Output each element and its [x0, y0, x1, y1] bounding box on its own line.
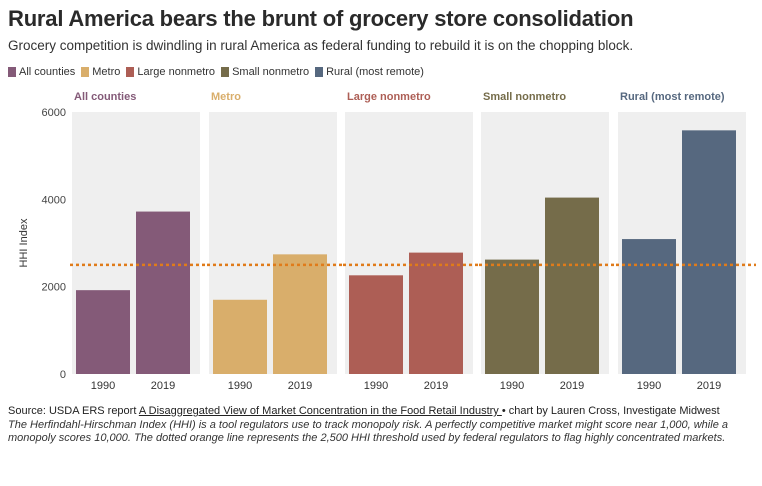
chart-footer: Source: USDA ERS report A Disaggregated … [8, 405, 758, 446]
y-tick-label: 6000 [42, 107, 66, 119]
chart-area: HHI Index 0 2000 4000 6000 All counties 1990 20… [18, 91, 756, 392]
x-tick-label: 1990 [228, 380, 252, 392]
panel-title: All counties [74, 91, 136, 103]
bar [213, 299, 267, 374]
x-tick-label: 2019 [697, 380, 721, 392]
x-tick-label: 1990 [500, 380, 524, 392]
legend-label: All counties [19, 66, 76, 78]
panel-title: Large nonmetro [347, 91, 431, 103]
bar [545, 197, 599, 374]
legend-item-small-nonmetro: Small nonmetro [221, 66, 309, 78]
bar [273, 254, 327, 374]
chart-subtitle: Grocery competition is dwindling in rura… [8, 38, 634, 53]
panel-title: Metro [211, 91, 241, 103]
y-axis-label: HHI Index [18, 218, 30, 267]
legend-label: Metro [92, 66, 121, 78]
x-tick-label: 1990 [637, 380, 661, 392]
legend-swatch [221, 67, 230, 77]
chart-title: Rural America bears the brunt of grocery… [8, 6, 634, 31]
x-tick-label: 1990 [364, 380, 388, 392]
source-prefix: Source: USDA ERS report [8, 405, 139, 417]
x-tick-label: 2019 [288, 380, 312, 392]
x-tick-label: 2019 [151, 380, 175, 392]
x-tick-label: 1990 [91, 380, 115, 392]
legend-swatch [126, 67, 135, 77]
source-credit: • chart by Lauren Cross, Investigate Mid… [501, 405, 720, 417]
legend-item-all-counties: All counties [8, 66, 75, 78]
bar [409, 252, 463, 374]
legend-item-large-nonmetro: Large nonmetro [126, 66, 215, 78]
panel-title: Small nonmetro [483, 91, 566, 103]
x-tick-label: 2019 [424, 380, 448, 392]
legend: All counties Metro Large nonmetro Small non… [8, 65, 430, 79]
x-tick-label: 2019 [560, 380, 584, 392]
legend-swatch [8, 67, 16, 77]
legend-item-metro: Metro [81, 66, 120, 78]
legend-item-rural: Rural (most remote) [315, 66, 424, 78]
source-line: Source: USDA ERS report A Disaggregated … [8, 405, 758, 419]
legend-swatch [81, 67, 90, 77]
legend-label: Large nonmetro [137, 66, 216, 78]
bar [485, 259, 539, 374]
bar [682, 130, 736, 374]
bar [622, 239, 676, 374]
y-tick-label: 0 [60, 369, 66, 381]
y-tick-label: 2000 [42, 282, 66, 294]
panel-title: Rural (most remote) [620, 91, 725, 103]
hhi-note: The Herfindahl-Hirschman Index (HHI) is … [8, 418, 728, 445]
y-tick-label: 4000 [42, 194, 66, 206]
bar [136, 211, 190, 374]
bar [76, 290, 130, 374]
legend-label: Small nonmetro [232, 66, 310, 78]
source-report-link[interactable]: A Disaggregated View of Market Concentra… [138, 405, 502, 417]
bar [349, 275, 403, 374]
legend-swatch [315, 67, 324, 77]
legend-label: Rural (most remote) [326, 66, 424, 78]
